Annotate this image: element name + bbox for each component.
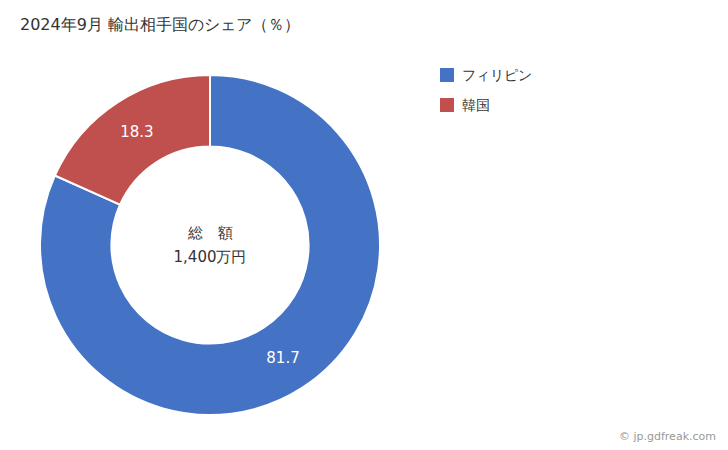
slice [40,75,380,415]
slice [55,75,210,205]
data-label: 18.3 [120,123,153,141]
legend-item: フィリピン [440,67,532,83]
legend-label: フィリピン [462,67,532,83]
center-label: 1,400万円 [174,248,247,266]
legend-swatch [440,98,454,112]
source: © jp.gdfreak.com [619,430,716,443]
pie: 81.7 18.3 総 額 1,400万円 [40,75,380,415]
chart: 2024年9月 輸出相手国のシェア（％） 81.7 18.3 総 額 1,400万円 フィ… [0,0,728,450]
legend-label: 韓国 [462,97,490,113]
data-label: 81.7 [266,349,299,367]
center-label: 総 額 [187,224,233,242]
legend: フィリピン韓国 [440,67,532,113]
title: 2024年9月 輸出相手国のシェア（％） [20,15,300,34]
legend-item: 韓国 [440,97,490,113]
legend-swatch [440,68,454,82]
